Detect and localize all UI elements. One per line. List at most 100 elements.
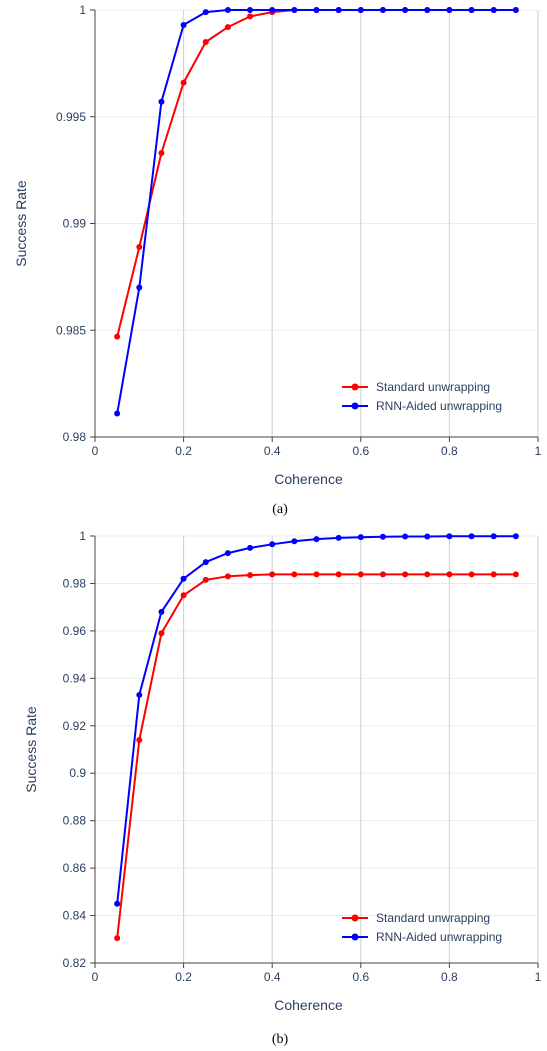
chart-a-y-tick-label: 0.995 [56, 110, 86, 124]
chart-b-point-rnn [291, 538, 298, 545]
chart-b-point-rnn [247, 544, 254, 551]
chart-b-legend-label-standard: Standard unwrapping [376, 911, 490, 925]
chart-b-x-tick-label: 1 [535, 970, 542, 984]
chart-b-point-standard [357, 571, 364, 578]
chart-a-point-rnn [202, 9, 209, 16]
chart-b-point-standard [158, 630, 165, 637]
chart-a-y-tick-label: 1 [79, 3, 86, 17]
chart-b-point-standard [269, 571, 276, 578]
chart-a-point-rnn [512, 7, 519, 13]
chart-b-y-tick-label: 0.9 [69, 766, 86, 780]
chart-a-point-rnn [180, 21, 187, 28]
chart-a-series-line-rnn [116, 9, 516, 414]
chart-b-series-line-standard [116, 573, 516, 939]
chart-b-y-tick-label: 0.92 [63, 719, 87, 733]
chart-b-point-rnn [136, 691, 143, 698]
chart-b-point-rnn [357, 534, 364, 541]
chart-a-y-tick-label: 0.98 [63, 430, 87, 444]
chart-b-y-tick-label: 0.96 [63, 624, 87, 638]
chart-b-point-standard [247, 572, 254, 579]
chart-b-caption: (b) [272, 1032, 289, 1047]
chart-a-point-rnn [335, 7, 342, 13]
chart-b-legend: Standard unwrapping RNN-Aided unwrapping [342, 911, 502, 944]
chart-b-y-tick-label: 1 [79, 529, 86, 543]
chart-b-x-tick-label: 0.6 [352, 970, 369, 984]
chart-b-point-standard [180, 592, 187, 599]
chart-b-point-rnn [490, 533, 497, 540]
chart-b-point-standard [202, 576, 209, 583]
chart-a-series-line-standard [116, 9, 516, 337]
chart-b-point-standard [424, 571, 431, 578]
chart-b-point-rnn [224, 550, 231, 557]
chart-a-point-rnn [136, 284, 143, 291]
chart-b-point-standard [446, 571, 453, 578]
chart-b-point-rnn [512, 533, 519, 540]
chart-a-point-standard [158, 150, 165, 157]
chart-b-point-standard [291, 571, 298, 578]
chart-b-point-standard [313, 571, 320, 578]
chart-a-y-axis-title: Success Rate [13, 180, 29, 267]
chart-b-point-standard [136, 737, 143, 744]
chart-b-legend-marker-standard [351, 914, 359, 922]
chart-a-point-standard [202, 39, 209, 46]
chart-b-x-tick-label: 0.8 [441, 970, 458, 984]
chart-b: 0 0.2 0.4 0.6 0.8 1 0.82 0.84 0.86 0.88 0.9 0.92 0.9… [23, 529, 542, 1047]
chart-b-point-standard [379, 571, 386, 578]
chart-a-y-tick-label: 0.985 [56, 323, 86, 337]
chart-a-x-tick-label: 1 [535, 444, 542, 458]
chart-b-y-tick-label: 0.82 [63, 956, 87, 970]
chart-b-point-standard [512, 571, 519, 578]
chart-a-x-tick-label: 0.4 [264, 444, 281, 458]
chart-a-point-rnn [490, 7, 497, 13]
chart-a-point-rnn [114, 410, 121, 417]
chart-a-point-standard [136, 243, 143, 250]
chart-b-point-rnn [180, 575, 187, 582]
chart-b-x-axis-title: Coherence [274, 997, 343, 1013]
chart-panel-a: 0 0.2 0.4 0.6 0.8 1 0.98 0.985 0.99 0.995 1 Coheren… [0, 0, 547, 520]
chart-a-point-rnn [247, 7, 254, 13]
chart-a-point-rnn [357, 7, 364, 13]
chart-a-point-standard [247, 13, 254, 20]
chart-b-y-tick-label: 0.98 [63, 576, 87, 590]
chart-a: 0 0.2 0.4 0.6 0.8 1 0.98 0.985 0.99 0.995 1 Coheren… [13, 3, 542, 517]
chart-a-point-rnn [224, 7, 231, 13]
chart-b-point-rnn [402, 533, 409, 540]
chart-b-point-standard [224, 573, 231, 580]
chart-b-y-axis-title: Success Rate [23, 706, 39, 793]
chart-b-point-rnn [202, 559, 209, 566]
chart-a-legend-label-standard: Standard unwrapping [376, 380, 490, 394]
chart-a-x-tick-label: 0.8 [441, 444, 458, 458]
chart-a-point-standard [224, 24, 231, 31]
chart-b-point-standard [114, 935, 121, 942]
chart-b-point-rnn [468, 533, 475, 540]
chart-b-legend-label-rnn: RNN-Aided unwrapping [376, 930, 502, 944]
chart-a-legend-label-rnn: RNN-Aided unwrapping [376, 399, 502, 413]
chart-b-x-tick-label: 0.2 [175, 970, 192, 984]
chart-a-x-tick-label: 0 [92, 444, 99, 458]
chart-a-point-rnn [424, 7, 431, 13]
chart-b-x-tick-label: 0.4 [264, 970, 281, 984]
chart-a-x-tick-label: 0.2 [175, 444, 192, 458]
chart-a-point-rnn [379, 7, 386, 13]
chart-b-x-tick-label: 0 [92, 970, 99, 984]
chart-b-series-line-rnn [116, 535, 516, 904]
chart-panel-b: 0 0.2 0.4 0.6 0.8 1 0.82 0.84 0.86 0.88 0.9 0.92 0.9… [0, 526, 547, 1051]
chart-a-legend-marker-standard [351, 383, 359, 391]
chart-a-caption: (a) [272, 502, 288, 517]
chart-a-point-rnn [468, 7, 475, 13]
chart-b-point-rnn [446, 533, 453, 540]
chart-a-point-rnn [313, 7, 320, 13]
chart-a-point-rnn [402, 7, 409, 13]
chart-b-point-rnn [114, 900, 121, 907]
chart-b-point-standard [402, 571, 409, 578]
chart-a-point-standard [180, 79, 187, 86]
chart-a-point-rnn [269, 7, 276, 13]
chart-b-y-tick-label: 0.84 [63, 909, 87, 923]
chart-a-x-tick-label: 0.6 [352, 444, 369, 458]
chart-a-y-tick-label: 0.99 [63, 217, 87, 231]
chart-b-point-rnn [424, 533, 431, 540]
chart-a-point-rnn [446, 7, 453, 13]
chart-b-y-tick-label: 0.88 [63, 814, 87, 828]
chart-b-point-rnn [335, 534, 342, 541]
chart-b-y-tick-label: 0.94 [63, 671, 87, 685]
